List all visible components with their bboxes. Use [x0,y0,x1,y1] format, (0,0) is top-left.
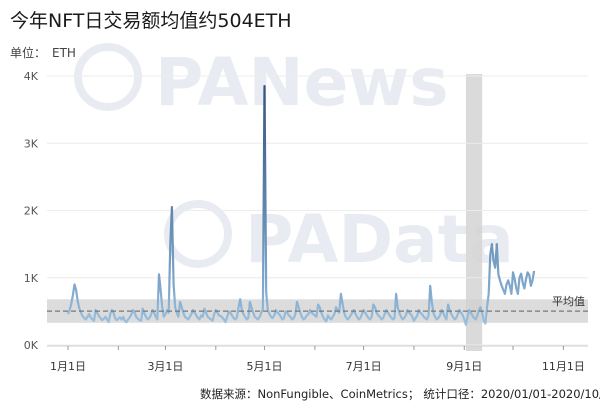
x-tick-labels: 1月1日 3月1日 5月1日 7月1日 9月1日 11月1日 [47,345,588,373]
y-tick-label: 1K [24,272,39,285]
x-tick-label: 5月1日 [247,360,283,373]
y-tick-labels: 0K 1K 2K 3K 4K [24,70,39,352]
average-line-layer: 平均值 [47,295,588,312]
x-tick-label: 1月1日 [50,360,86,373]
watermark-logo-icon [164,200,232,268]
unit-prefix: 单位： [10,46,47,60]
x-tick-label: 9月1日 [446,360,482,373]
y-tick-label: 0K [24,339,39,352]
series-layer [66,84,536,326]
y-tick-label: 3K [24,137,39,150]
footer-period-text: 统计口径：2020/01/01-2020/10/23 [423,387,600,401]
series-line [66,84,536,326]
footer-source: 数据来源：NonFungible、CoinMetrics； 统计口径：2020/0… [200,386,600,402]
x-tick-label: 11月1日 [542,360,585,373]
watermark-logo-icon [74,43,142,111]
unit-value: ETH [52,46,76,60]
y-tick-label: 2K [24,205,39,218]
x-tick-label: 7月1日 [346,360,382,373]
chart-title: 今年NFT日交易额均值约504ETH [10,10,292,32]
average-label: 平均值 [552,295,585,308]
x-tick-label: 3月1日 [147,360,183,373]
y-tick-label: 4K [24,70,39,83]
gridlines [47,75,588,346]
unit-label: 单位： ETH [10,44,82,61]
footer-source-text: 数据来源：NonFungible、CoinMetrics； [200,387,420,401]
watermark-text: PANews [155,44,449,121]
